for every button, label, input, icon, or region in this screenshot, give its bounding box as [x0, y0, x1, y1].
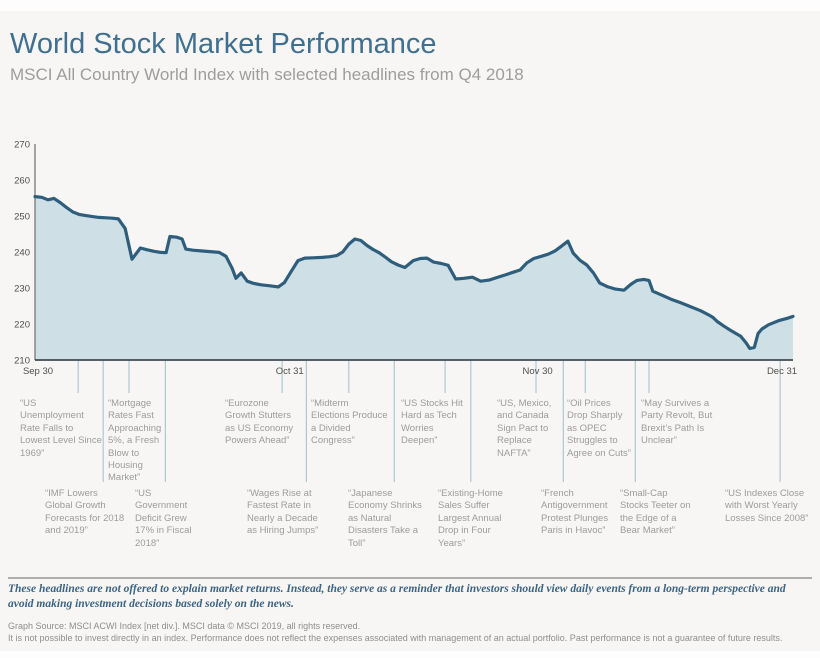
chart-svg: 210 220 230 240 250 260 270 Sep 30 Oct 31 Nov 30 D…: [14, 140, 797, 482]
source-line-2: It is not possible to invest directly in…: [8, 633, 783, 643]
headline-callout: “Eurozone Growth Stutters as US Economy …: [225, 398, 294, 447]
headline-callout: “Mortgage Rates Fast Approaching 5%, a F…: [108, 398, 162, 484]
y-axis-tick-label: 250: [14, 212, 30, 223]
area-fill: [35, 196, 793, 360]
y-axis-tick-label: 230: [14, 284, 30, 295]
headline-callout: “Wages Rise at Fastest Rate in Nearly a …: [247, 488, 319, 537]
page-title: World Stock Market Performance: [10, 28, 437, 60]
headline-callout: “US Government Deficit Grew 17% in Fisca…: [135, 488, 192, 549]
x-axis-tick-label: Oct 31: [276, 366, 304, 377]
index-line: [33, 195, 795, 351]
y-axis-tick-label: 260: [14, 176, 30, 187]
x-axis-tick-label: Nov 30: [523, 366, 553, 377]
page-subtitle: MSCI All Country World Index with select…: [10, 65, 524, 84]
disclaimer-text: These headlines are not offered to expla…: [8, 583, 786, 610]
headline-callout: “Existing-Home Sales Suffer Largest Annu…: [438, 488, 503, 549]
headline-callout: “Oil Prices Drop Sharply as OPEC Struggl…: [567, 398, 631, 459]
x-axis-tick-label: Sep 30: [23, 366, 53, 377]
headline-callout: “US Indexes Close with Worst Yearly Loss…: [725, 488, 809, 524]
stock-index-chart: 210 220 230 240 250 260 270 Sep 30 Oct 31 Nov 30 D…: [0, 130, 820, 575]
headline-callout: “French Antigovernment Protest Plunges P…: [541, 488, 609, 537]
headline-callout: “IMF Lowers Global Growth Forecasts for …: [45, 488, 125, 537]
y-axis-tick-label: 210: [14, 356, 30, 367]
source-notes: Graph Source: MSCI ACWI Index [net div.]…: [8, 620, 812, 644]
headline-callout: “US, Mexico, and Canada Sign Pact to Rep…: [497, 398, 552, 459]
footer-divider: [8, 577, 812, 579]
headline-callout: “Small-Cap Stocks Teeter on the Edge of …: [620, 488, 691, 537]
y-axis-tick-label: 220: [14, 320, 30, 331]
y-axis-tick-label: 240: [14, 248, 30, 259]
source-line-1: Graph Source: MSCI ACWI Index [net div.]…: [8, 621, 361, 631]
headline-callout: “Midterm Elections Produce a Divided Con…: [311, 398, 388, 447]
y-axis-tick-label: 270: [14, 140, 30, 151]
headline-callout: “Japanese Economy Shrinks as Natural Dis…: [348, 488, 422, 549]
headline-callout: “US Stocks Hit Hard as Tech Worries Deep…: [401, 398, 463, 447]
headline-callout: “May Survives a Party Revolt, But Brexit…: [641, 398, 713, 447]
headline-callout: “US Unemployment Rate Falls to Lowest Le…: [20, 398, 102, 459]
x-axis-tick-label: Dec 31: [767, 366, 797, 377]
